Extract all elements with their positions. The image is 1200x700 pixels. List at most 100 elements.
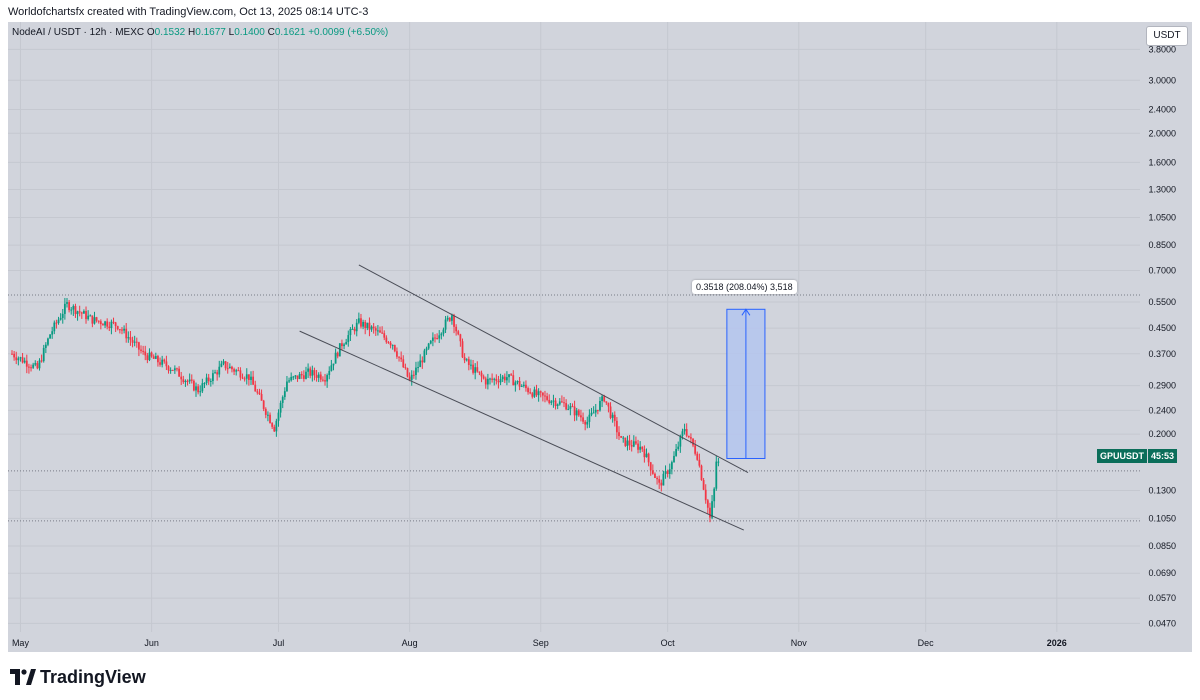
candle-body <box>292 376 295 378</box>
candle-body <box>438 335 441 339</box>
candle-body <box>135 341 138 343</box>
candle-body <box>415 367 417 375</box>
candle-body <box>40 360 43 362</box>
candle-body <box>315 375 318 378</box>
candle-body <box>326 375 329 382</box>
time-axis-label: Jun <box>144 638 159 648</box>
candle-body <box>212 373 214 381</box>
candle-body <box>436 338 439 340</box>
candle-body <box>491 378 494 380</box>
candle-body <box>527 388 529 393</box>
candle-body <box>254 384 257 392</box>
candle-body <box>459 334 462 342</box>
candle-body <box>556 404 559 406</box>
candle-body <box>423 350 426 363</box>
candle-body <box>55 322 58 324</box>
candle-body <box>675 448 678 456</box>
candle-body <box>328 370 331 376</box>
candle-body <box>582 417 584 422</box>
candle-body <box>563 402 565 404</box>
candle-body <box>706 500 709 508</box>
candle-body <box>715 461 718 489</box>
chart-area[interactable] <box>8 22 1192 652</box>
candle-body <box>178 368 180 377</box>
candle-body <box>66 302 68 304</box>
candle-body <box>529 392 532 394</box>
candle-body <box>47 338 49 345</box>
candle-body <box>624 437 627 446</box>
candle-body <box>692 438 694 446</box>
price-axis-label: 0.5500 <box>1148 297 1176 307</box>
candle-body <box>305 371 307 379</box>
candle-body <box>336 352 339 357</box>
candle-body <box>182 379 185 383</box>
candle-body <box>620 436 623 438</box>
candle-body <box>102 324 104 326</box>
candle-body <box>138 342 140 350</box>
candle-body <box>575 410 578 416</box>
candle-body <box>267 414 269 416</box>
candle-body <box>618 432 620 437</box>
candle-body <box>406 368 409 377</box>
candle-body <box>398 356 400 358</box>
candle-body <box>700 465 703 481</box>
low-value: 0.1400 <box>234 27 265 38</box>
candle-body <box>586 421 589 425</box>
candle-body <box>203 383 206 385</box>
time-axis-label: Sep <box>533 638 549 648</box>
candle-body <box>154 356 157 359</box>
candle-body <box>44 344 47 348</box>
candle-body <box>32 364 35 368</box>
candle-body <box>351 328 354 330</box>
price-axis-label: 0.1050 <box>1148 513 1176 523</box>
price-axis-label: 3.8000 <box>1148 44 1176 54</box>
candle-body <box>444 319 447 330</box>
candle-body <box>72 306 75 310</box>
candle-body <box>42 347 45 362</box>
price-axis-label: 0.8500 <box>1148 240 1176 250</box>
candle-body <box>687 435 690 438</box>
candle-body <box>104 321 106 326</box>
price-axis-label: 0.3700 <box>1148 349 1176 359</box>
candle-body <box>61 313 64 318</box>
candle-body <box>235 370 238 372</box>
candle-body <box>711 501 713 518</box>
candle-body <box>231 366 233 370</box>
candle-body <box>264 408 267 415</box>
price-axis-label: 0.2400 <box>1148 405 1176 415</box>
candle-body <box>294 375 297 377</box>
candle-body <box>533 389 536 397</box>
candle-body <box>690 437 692 439</box>
candle-body <box>157 356 159 363</box>
candle-body <box>146 355 149 361</box>
candle-body <box>717 461 720 463</box>
channel-lower-line <box>299 330 744 531</box>
candle-body <box>353 328 356 332</box>
descending-channel <box>299 264 749 531</box>
candle-body <box>601 396 603 402</box>
candle-body <box>393 345 396 352</box>
candle-body <box>233 369 235 372</box>
candle-body <box>15 357 18 361</box>
time-axis-label: Jul <box>273 638 285 648</box>
candle-body <box>341 343 343 347</box>
candle-body <box>520 386 523 388</box>
candle-body <box>260 394 263 401</box>
candle-body <box>448 317 451 321</box>
currency-button[interactable]: USDT <box>1146 26 1188 46</box>
candle-body <box>696 453 699 460</box>
time-axis-label: Dec <box>918 638 935 648</box>
candle-body <box>681 431 684 436</box>
candle-body <box>271 423 274 427</box>
candle-body <box>379 330 381 333</box>
candle-body <box>525 384 527 389</box>
candle-body <box>480 372 483 377</box>
candle-body <box>148 352 151 361</box>
tradingview-logo[interactable]: TradingView <box>10 666 146 688</box>
candle-body <box>607 402 610 407</box>
candle-body <box>412 374 415 376</box>
high-value: 0.1677 <box>195 27 226 38</box>
candle-body <box>118 329 121 331</box>
candle-body <box>590 412 593 415</box>
candle-body <box>184 380 187 383</box>
